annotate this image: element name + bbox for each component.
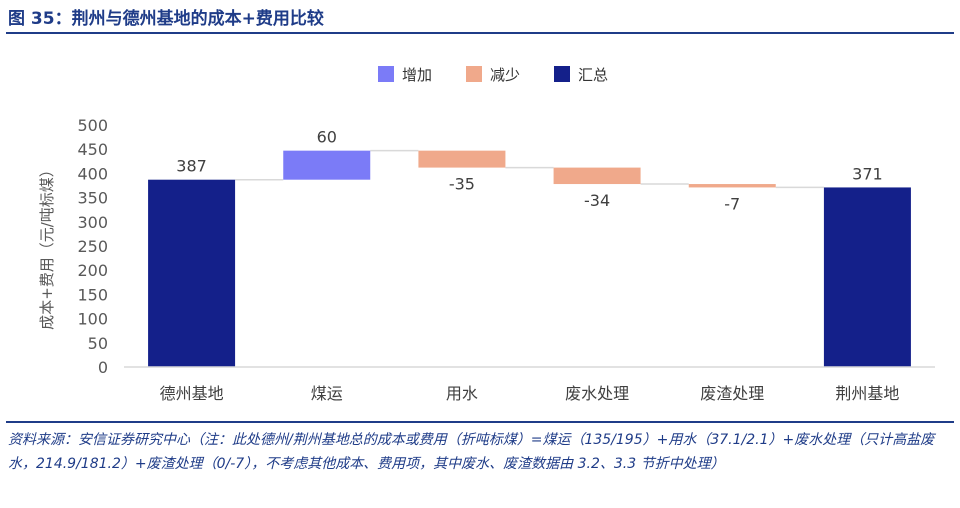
y-tick-label-350: 350 (77, 189, 108, 208)
y-tick-label-150: 150 (77, 285, 108, 304)
value-label-煤运: 60 (317, 128, 337, 147)
value-label-用水: -35 (449, 175, 475, 194)
y-tick-label-400: 400 (77, 164, 108, 183)
value-label-废渣处理: -7 (724, 194, 740, 213)
x-tick-label-用水: 用水 (446, 384, 478, 403)
legend-label-total: 汇总 (578, 65, 609, 84)
bar-用水 (418, 150, 506, 168)
bar-荆州基地 (823, 187, 911, 367)
legend-label-increase: 增加 (402, 65, 433, 84)
y-axis-title-group: 成本+费用（元/吨标煤） (38, 162, 56, 330)
bar-煤运 (283, 150, 371, 180)
legend-item-total: 汇总 (554, 64, 608, 85)
y-axis-title: 成本+费用（元/吨标煤） (38, 162, 56, 330)
legend-item-increase: 增加 (378, 64, 432, 85)
y-tick-label-200: 200 (77, 261, 108, 280)
legend-swatch-increase (378, 66, 394, 82)
chart-legend: 增加 减少 汇总 (378, 63, 642, 85)
y-tick-label-100: 100 (77, 310, 108, 329)
bar-废水处理 (553, 167, 641, 185)
y-tick-label-500: 500 (77, 116, 108, 135)
source-divider (6, 421, 954, 423)
y-tick-labels: 0 50 100 150 200 250 300 350 400 450 500 (77, 116, 108, 377)
y-tick-label-50: 50 (88, 334, 108, 353)
bar-德州基地 (148, 179, 236, 367)
x-tick-label-荆州基地: 荆州基地 (835, 384, 899, 403)
x-tick-label-废渣处理: 废渣处理 (700, 384, 764, 403)
value-label-德州基地: 387 (176, 157, 207, 176)
value-label-废水处理: -34 (584, 191, 610, 210)
bar-废渣处理 (688, 184, 776, 188)
legend-label-decrease: 减少 (490, 65, 521, 84)
y-tick-label-250: 250 (77, 237, 108, 256)
figure-title: 图 35：荆州与德州基地的成本+费用比较 (8, 9, 324, 29)
bars (148, 150, 911, 367)
y-tick-label-450: 450 (77, 140, 108, 159)
connector-lines (235, 149, 824, 189)
y-tick-label-300: 300 (77, 213, 108, 232)
x-tick-labels: 德州基地 煤运 用水 废水处理 废渣处理 荆州基地 (160, 384, 900, 403)
x-tick-label-煤运: 煤运 (311, 384, 343, 403)
x-tick-label-废水处理: 废水处理 (565, 384, 629, 403)
y-tick-label-0: 0 (98, 358, 108, 377)
title-divider (6, 32, 954, 34)
waterfall-chart: 成本+费用（元/吨标煤） 0 50 100 150 200 250 300 350 400 450… (38, 116, 935, 403)
legend-swatch-total (554, 66, 571, 82)
figure-header: 图 35：荆州与德州基地的成本+费用比较 (0, 0, 960, 34)
legend-swatch-decrease (466, 66, 483, 82)
value-labels: 387 60 -35 -34 -7 371 (176, 128, 882, 214)
value-label-荆州基地: 371 (852, 164, 883, 183)
legend-item-decrease: 减少 (466, 64, 520, 85)
source-note: 资料来源：安信证券研究中心（注：此处德州/荆州基地总的成本或费用（折吨标煤）=煤… (8, 432, 935, 472)
x-tick-label-德州基地: 德州基地 (160, 384, 224, 403)
